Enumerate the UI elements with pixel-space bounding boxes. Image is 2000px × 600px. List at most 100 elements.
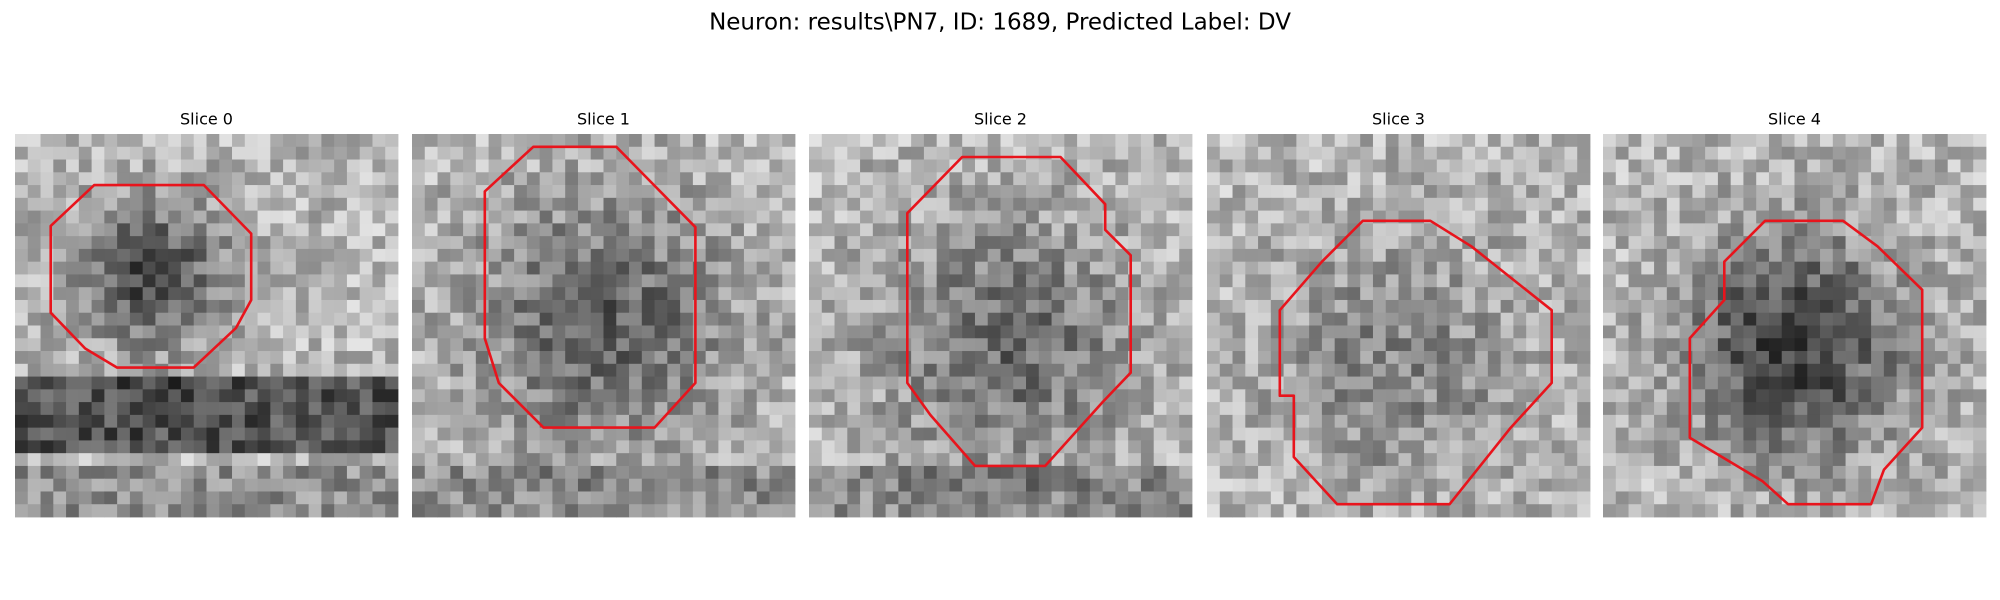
- image-pixel: [219, 478, 233, 492]
- image-pixel: [15, 248, 29, 263]
- image-pixel: [1475, 210, 1489, 224]
- image-pixel: [1207, 274, 1221, 288]
- image-pixel: [142, 197, 156, 211]
- image-pixel: [1922, 134, 1936, 148]
- image-pixel: [270, 236, 284, 250]
- image-pixel: [1896, 312, 1910, 326]
- image-pixel: [590, 376, 604, 390]
- image-pixel: [1743, 504, 1757, 518]
- image-pixel: [1296, 427, 1310, 441]
- image-pixel: [1845, 402, 1859, 416]
- image-pixel: [1705, 453, 1719, 467]
- image-pixel: [1577, 287, 1591, 301]
- image-pixel: [308, 197, 322, 211]
- image-pixel: [1000, 363, 1014, 377]
- image-pixel: [321, 146, 335, 160]
- image-pixel: [463, 491, 477, 505]
- image-pixel: [1603, 453, 1617, 467]
- image-pixel: [1807, 465, 1821, 480]
- image-pixel: [1270, 312, 1284, 326]
- image-pixel: [1026, 389, 1040, 403]
- slice-title: Slice 4: [1768, 110, 1821, 129]
- image-pixel: [1973, 427, 1987, 441]
- image-pixel: [1538, 274, 1553, 288]
- image-pixel: [1487, 159, 1502, 173]
- image-pixel: [308, 248, 322, 263]
- image-pixel: [129, 159, 144, 173]
- image-pixel: [1883, 363, 1898, 377]
- image-pixel: [1000, 236, 1014, 250]
- image-pixel: [1026, 504, 1040, 518]
- image-pixel: [142, 287, 156, 301]
- image-pixel: [463, 274, 477, 288]
- image-pixel: [1385, 146, 1399, 160]
- image-pixel: [1845, 236, 1859, 250]
- image-pixel: [872, 351, 886, 365]
- image-pixel: [257, 146, 271, 160]
- image-pixel: [1026, 210, 1040, 224]
- image-pixel: [821, 236, 835, 250]
- image-pixel: [565, 402, 579, 416]
- image-pixel: [308, 236, 322, 250]
- image-pixel: [974, 414, 989, 429]
- image-pixel: [501, 427, 515, 441]
- image-pixel: [1628, 389, 1642, 403]
- image-pixel: [821, 197, 835, 211]
- image-pixel: [1424, 236, 1438, 250]
- image-pixel: [1411, 491, 1425, 505]
- image-pixel: [743, 172, 758, 186]
- image-pixel: [1283, 338, 1297, 352]
- image-pixel: [1692, 402, 1706, 416]
- image-pixel: [1513, 146, 1527, 160]
- image-pixel: [809, 325, 823, 339]
- image-pixel: [1717, 389, 1732, 403]
- image-pixel: [308, 312, 322, 326]
- image-pixel: [552, 414, 566, 429]
- image-pixel: [1756, 248, 1770, 263]
- image-pixel: [424, 427, 438, 441]
- image-pixel: [321, 453, 335, 467]
- image-pixel: [104, 185, 118, 199]
- image-pixel: [590, 223, 604, 237]
- image-pixel: [1717, 210, 1732, 224]
- image-pixel: [834, 223, 848, 237]
- image-pixel: [962, 465, 976, 480]
- image-pixel: [1820, 261, 1834, 275]
- image-pixel: [1909, 338, 1923, 352]
- image-pixel: [308, 389, 322, 403]
- image-pixel: [346, 389, 361, 403]
- image-pixel: [346, 363, 361, 377]
- image-pixel: [1628, 248, 1642, 263]
- image-pixel: [552, 440, 566, 454]
- image-pixel: [66, 427, 80, 441]
- image-pixel: [450, 376, 464, 390]
- image-pixel: [809, 453, 823, 467]
- image-pixel: [1756, 197, 1770, 211]
- image-pixel: [1462, 402, 1476, 416]
- image-pixel: [475, 299, 489, 314]
- image-pixel: [53, 465, 67, 480]
- image-pixel: [514, 376, 528, 390]
- image-pixel: [1845, 504, 1859, 518]
- image-pixel: [1934, 134, 1949, 148]
- image-pixel: [232, 223, 246, 237]
- image-pixel: [1372, 236, 1387, 250]
- image-pixel: [1947, 287, 1961, 301]
- image-pixel: [1922, 338, 1936, 352]
- image-pixel: [117, 414, 131, 429]
- image-pixel: [782, 440, 796, 454]
- image-pixel: [1475, 453, 1489, 467]
- image-pixel: [257, 197, 271, 211]
- image-pixel: [1934, 363, 1949, 377]
- image-pixel: [1717, 236, 1732, 250]
- image-pixel: [412, 325, 426, 339]
- image-pixel: [168, 414, 182, 429]
- image-pixel: [872, 261, 886, 275]
- image-pixel: [180, 185, 195, 199]
- image-pixel: [372, 299, 386, 314]
- image-pixel: [1883, 185, 1898, 199]
- image-pixel: [257, 363, 271, 377]
- image-pixel: [1077, 134, 1091, 148]
- image-pixel: [680, 504, 694, 518]
- image-pixel: [15, 363, 29, 377]
